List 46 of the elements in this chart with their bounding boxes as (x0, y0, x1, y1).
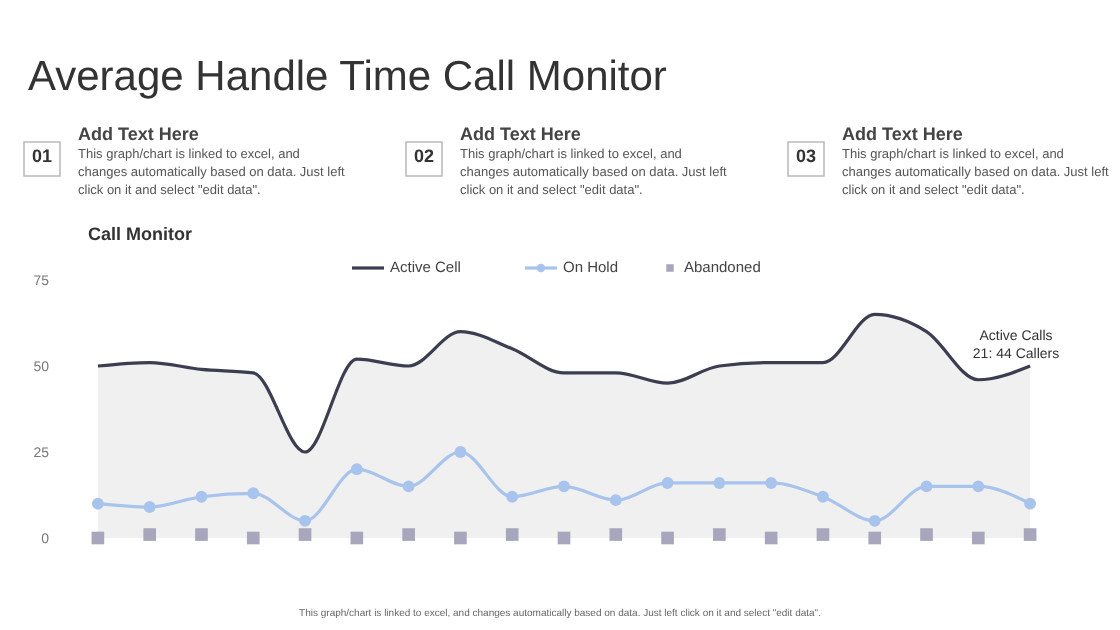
point (454, 531, 467, 545)
point (350, 463, 363, 476)
point (143, 501, 156, 513)
point (246, 531, 260, 545)
point (91, 531, 105, 545)
point (868, 514, 881, 527)
point (920, 528, 933, 541)
chart-title: Average Handle Time Call Monitor (28, 54, 667, 100)
point (195, 528, 208, 541)
point (350, 531, 364, 545)
point (661, 477, 674, 489)
text: Add Text Here (78, 124, 199, 144)
point (1024, 497, 1037, 510)
point (868, 531, 882, 545)
point (454, 446, 467, 458)
point (920, 480, 933, 493)
point (765, 477, 778, 489)
point (817, 490, 829, 503)
point (1023, 528, 1037, 541)
point (713, 528, 726, 541)
point (558, 480, 570, 493)
point (143, 528, 157, 541)
point (91, 497, 104, 510)
point (505, 528, 519, 541)
text: 03 (795, 146, 817, 166)
point (299, 514, 311, 527)
chart-subtitle: Call Monitor (88, 224, 193, 244)
point (661, 531, 674, 545)
point (247, 487, 260, 500)
text: Add Text Here (460, 124, 581, 144)
point (972, 480, 985, 493)
point (609, 528, 623, 541)
point (816, 528, 830, 541)
point (971, 531, 985, 545)
point (402, 480, 415, 493)
point (713, 477, 726, 489)
text: 02 (413, 146, 435, 166)
point (557, 531, 571, 545)
text: 01 (31, 146, 53, 166)
point (609, 494, 622, 507)
text: Add Text Here (842, 124, 963, 144)
point (402, 528, 415, 541)
point (195, 490, 208, 503)
point (506, 490, 519, 503)
point (764, 531, 778, 545)
point (298, 528, 312, 541)
